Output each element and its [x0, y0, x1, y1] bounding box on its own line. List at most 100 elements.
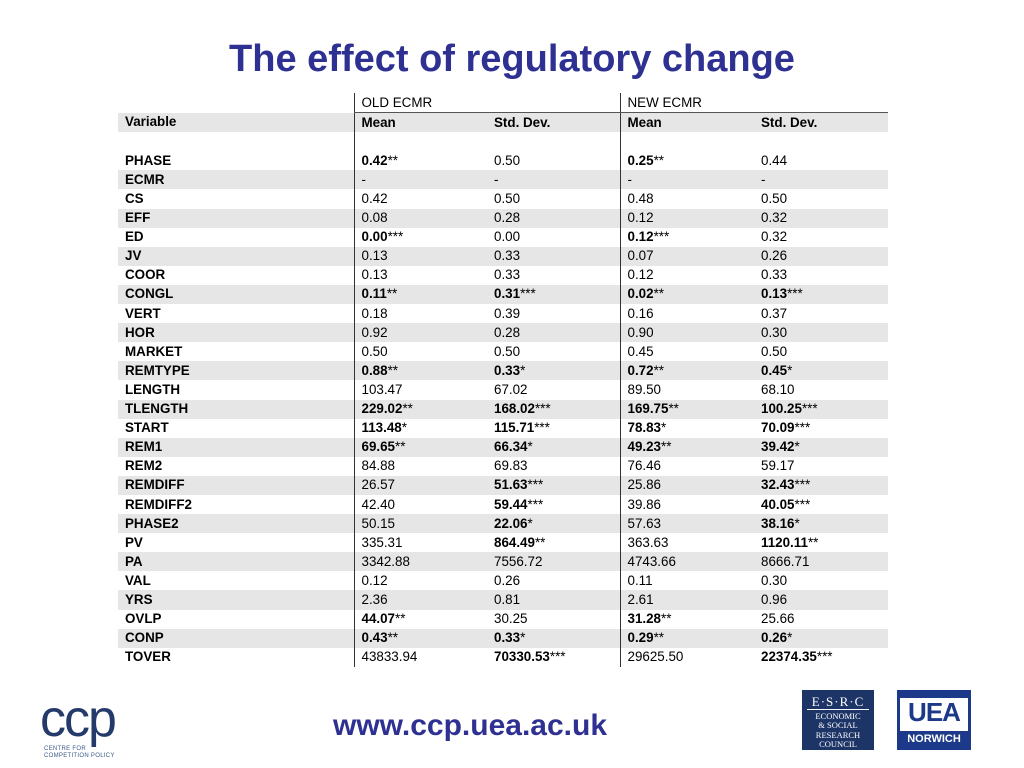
old-std-dev-cell: 0.33 — [487, 246, 620, 266]
new-mean-cell: 0.11 — [619, 571, 754, 591]
new-mean-cell: 76.46 — [619, 456, 754, 476]
new-std-dev-cell: 68.10 — [761, 381, 795, 397]
old-std-dev-cell: 0.50 — [494, 343, 521, 359]
variable-name-cell: JV — [118, 246, 354, 266]
table-row: CONP 0.43** 0.33* 0.29** 0.26* — [118, 628, 889, 648]
old-mean-cell: 0.43** — [353, 628, 487, 648]
old-mean-cell: 42.40 — [353, 494, 487, 515]
old-std-dev-cell: 0.26 — [494, 572, 521, 588]
table-row: VERT 0.18 0.39 0.16 0.37 — [118, 304, 888, 324]
variable-name-cell: PV — [125, 534, 143, 550]
new-mean-cell: 0.29** — [619, 628, 754, 648]
variable-name-cell: VAL — [125, 572, 151, 588]
old-std-dev-cell: 0.50 — [494, 191, 521, 207]
old-std-dev-cell: 0.31*** — [487, 284, 620, 305]
old-mean-cell: 2.36 — [353, 590, 487, 610]
old-std-dev-cell: 7556.72 — [487, 552, 620, 572]
old-mean-cell: 0.18 — [353, 304, 487, 324]
new-std-dev-cell: 8666.71 — [754, 552, 889, 572]
table-row: LENGTH 103.47 67.02 89.50 68.10 — [118, 380, 888, 400]
column-header-new-std-dev: Std. Dev. — [754, 112, 889, 133]
new-mean-cell: 169.75** — [619, 399, 754, 419]
variable-name-cell: REM1 — [118, 437, 354, 457]
table-row: PHASE2 50.15 22.06* 57.63 38.16* — [118, 514, 889, 534]
new-std-dev-cell: 22374.35*** — [761, 649, 833, 665]
slide-title: The effect of regulatory change — [229, 38, 795, 80]
new-mean-cell: 39.86 — [619, 494, 754, 515]
old-std-dev-cell: 0.28 — [487, 208, 620, 228]
old-mean-cell: 0.42** — [353, 151, 487, 171]
variable-name-cell: EFF — [118, 208, 354, 228]
new-std-dev-cell: 0.44 — [761, 152, 788, 168]
column-header-old-std-dev: Std. Dev. — [487, 112, 620, 133]
new-std-dev-cell: 0.45* — [754, 361, 889, 381]
old-mean-cell: 69.65** — [353, 437, 487, 457]
footer-url-link[interactable]: www.ccp.uea.ac.uk — [333, 709, 607, 742]
new-mean-cell: - — [619, 170, 754, 190]
old-mean-cell: 26.57 — [353, 475, 487, 495]
new-std-dev-cell: 0.50 — [761, 191, 788, 207]
table-row: ED 0.00*** 0.00 0.12*** 0.32 — [118, 227, 888, 247]
column-header-row: Variable Mean Std. Dev. Mean Std. Dev. — [118, 112, 889, 133]
column-header-new-mean: Mean — [619, 112, 754, 133]
variable-name-cell: REMTYPE — [118, 361, 354, 381]
new-mean-cell: 363.63 — [619, 533, 754, 553]
variable-name-cell: ECMR — [118, 170, 354, 190]
old-mean-cell: 44.07** — [353, 609, 487, 629]
new-std-dev-cell: 1120.11** — [761, 534, 819, 550]
table-body: PHASE 0.42** 0.50 0.25** 0.44 ECMR - - - - CS 0.42 0… — [118, 151, 889, 667]
old-mean-cell: 0.13 — [353, 246, 487, 266]
new-std-dev-cell: 39.42* — [754, 437, 889, 457]
variable-name-cell: START — [125, 420, 169, 436]
table-row: REM1 69.65** 66.34* 49.23** 39.42* — [118, 437, 889, 457]
uea-logo-norwich: NORWICH — [900, 731, 968, 747]
table-row: VAL 0.12 0.26 0.11 0.30 — [118, 571, 888, 591]
uea-logo-mark: UEA — [908, 697, 961, 727]
old-std-dev-cell: - — [487, 170, 620, 190]
new-std-dev-cell: 100.25*** — [754, 399, 889, 419]
old-std-dev-cell: 0.81 — [487, 590, 620, 610]
variable-name-cell: REM2 — [125, 458, 163, 474]
new-std-dev-cell: 0.50 — [761, 343, 788, 359]
old-mean-cell: 113.48* — [353, 418, 487, 438]
new-std-dev-cell: 0.32 — [761, 229, 788, 245]
variable-name-cell: REMDIFF — [118, 475, 354, 495]
table-row: PA 3342.88 7556.72 4743.66 8666.71 — [118, 552, 889, 572]
results-table: OLD ECMR NEW ECMR Variable Mean Std. Dev… — [118, 93, 889, 667]
new-mean-cell: 49.23** — [619, 437, 754, 457]
new-std-dev-cell: 0.30 — [754, 323, 889, 343]
new-mean-cell: 2.61 — [619, 590, 754, 610]
old-mean-cell: 0.42 — [353, 189, 487, 209]
old-std-dev-cell: 0.39 — [494, 305, 521, 321]
table-row: PV 335.31 864.49** 363.63 1120.11** — [118, 533, 888, 553]
variable-name-cell: YRS — [118, 590, 354, 610]
table-row: TOVER 43833.94 70330.53*** 29625.50 22374.35… — [118, 647, 888, 667]
group-header-row: OLD ECMR NEW ECMR — [118, 93, 889, 114]
old-mean-cell: 0.00*** — [353, 227, 487, 247]
new-mean-cell: 29625.50 — [619, 647, 754, 667]
table-row: ECMR - - - - — [118, 170, 889, 190]
old-std-dev-cell: 69.83 — [494, 458, 528, 474]
new-mean-cell: 0.12*** — [619, 227, 754, 247]
variable-name-cell: PHASE2 — [118, 514, 354, 534]
new-mean-cell: 0.12 — [619, 265, 754, 285]
new-mean-cell: 0.25** — [619, 151, 754, 171]
old-std-dev-cell: 0.33* — [487, 361, 620, 381]
old-std-dev-cell: 864.49** — [494, 534, 546, 550]
old-std-dev-cell: 51.63*** — [487, 475, 620, 495]
new-mean-cell: 57.63 — [619, 514, 754, 534]
new-std-dev-cell: 59.17 — [761, 458, 795, 474]
new-mean-cell: 0.48 — [619, 189, 754, 209]
new-mean-cell: 0.02** — [619, 284, 754, 305]
group-header-blank — [118, 93, 354, 113]
variable-name-cell: PA — [118, 552, 354, 572]
variable-name-cell: ED — [125, 229, 144, 245]
old-std-dev-cell: 0.33* — [487, 628, 620, 648]
table-row: MARKET 0.50 0.50 0.45 0.50 — [118, 342, 888, 362]
new-std-dev-cell: 25.66 — [761, 611, 795, 627]
ccp-logo-subtitle: CENTRE FOR COMPETITION POLICY — [44, 746, 115, 759]
new-mean-cell: 0.07 — [619, 246, 754, 266]
old-mean-cell: 43833.94 — [353, 647, 487, 667]
table-row: TLENGTH 229.02** 168.02*** 169.75** 100.25**… — [118, 399, 889, 419]
new-mean-cell: 0.72** — [619, 361, 754, 381]
